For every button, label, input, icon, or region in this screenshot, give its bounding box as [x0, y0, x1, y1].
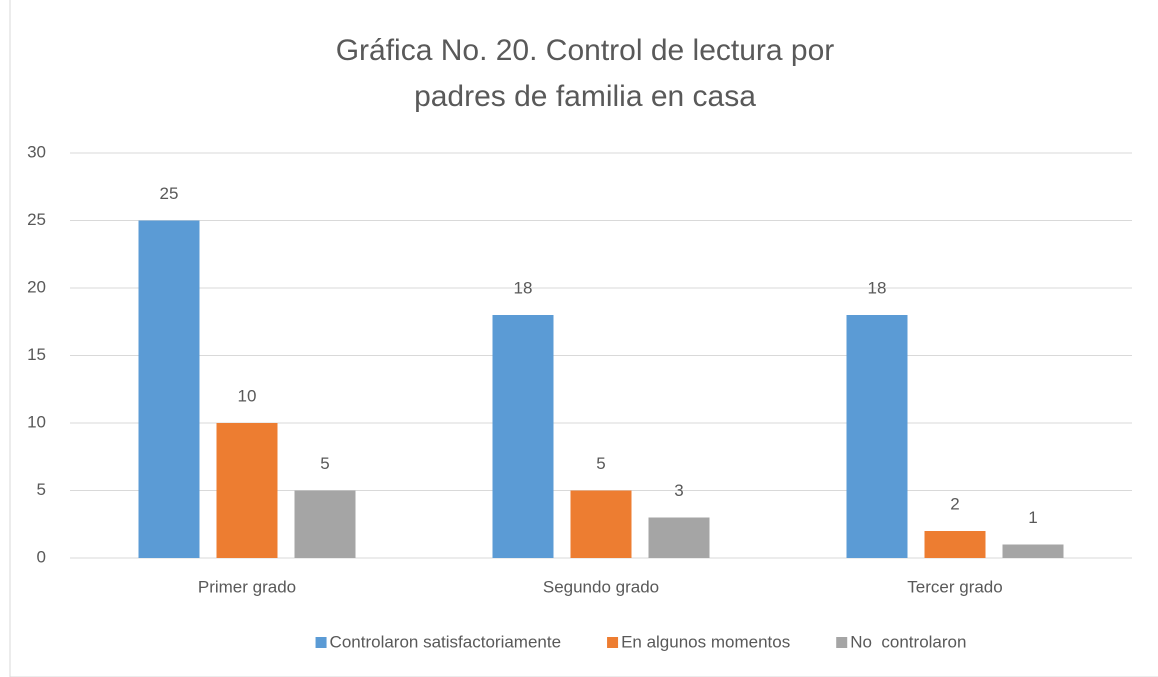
- x-tick-label: Tercer grado: [907, 577, 1002, 596]
- data-label: 10: [238, 386, 257, 405]
- y-tick-label: 20: [27, 277, 46, 296]
- legend-swatch: [836, 637, 848, 648]
- bar: [648, 517, 710, 558]
- data-label: 3: [674, 481, 683, 500]
- data-label: 1: [1028, 508, 1037, 527]
- bar: [1002, 544, 1064, 558]
- bar: [924, 531, 986, 558]
- data-label: 5: [596, 454, 605, 473]
- chart-frame: [9, 0, 1158, 677]
- bar: [846, 315, 908, 558]
- x-tick-label: Segundo grado: [543, 577, 659, 596]
- y-tick-label: 30: [27, 142, 46, 161]
- x-tick-label: Primer grado: [198, 577, 296, 596]
- legend-label: En algunos momentos: [621, 632, 790, 651]
- data-label: 5: [320, 454, 329, 473]
- y-tick-label: 10: [27, 412, 46, 431]
- data-label: 2: [950, 494, 959, 513]
- legend-swatch: [315, 637, 327, 648]
- data-label: 18: [868, 278, 887, 297]
- bar: [294, 490, 356, 558]
- y-tick-label: 5: [37, 480, 46, 499]
- bar: [138, 220, 200, 558]
- y-tick-label: 0: [37, 547, 46, 566]
- bar: [216, 423, 278, 558]
- bar: [492, 315, 554, 558]
- data-label: 25: [160, 184, 179, 203]
- legend-label: Controlaron satisfactoriamente: [330, 632, 562, 651]
- legend-label: No controlaron: [850, 632, 966, 651]
- chart-title: Gráfica No. 20. Control de lectura por p…: [335, 34, 835, 113]
- y-tick-label: 15: [27, 345, 46, 364]
- legend-swatch: [607, 637, 619, 648]
- y-tick-label: 25: [27, 210, 46, 229]
- data-label: 18: [514, 278, 533, 297]
- bar: [570, 490, 632, 558]
